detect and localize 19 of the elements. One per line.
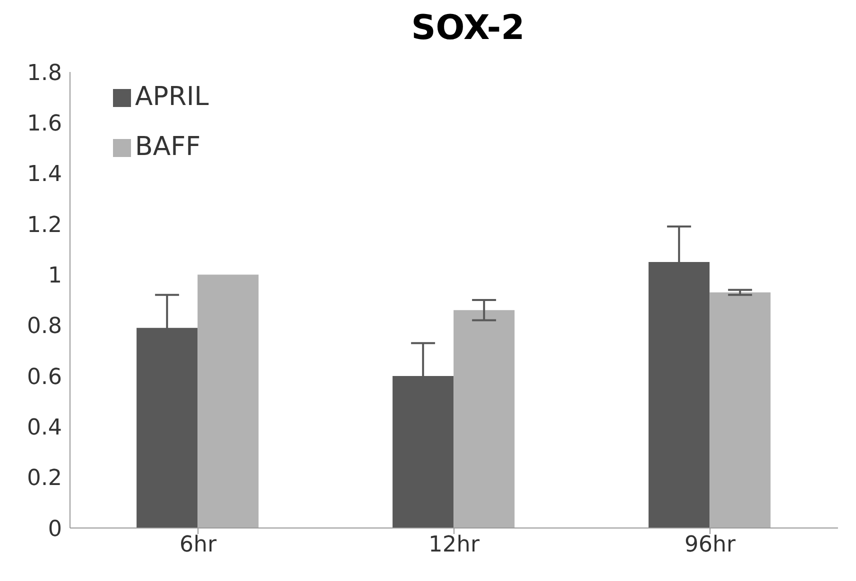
- y-tick-label: 1.6: [27, 111, 62, 136]
- y-tick-label: 1.8: [27, 60, 62, 86]
- y-tick-label: 1.4: [27, 162, 62, 188]
- y-tick-label: 0.8: [27, 314, 62, 340]
- bar: [198, 274, 259, 528]
- legend-label: BAFF: [135, 132, 201, 162]
- x-tick-label: 6hr: [180, 532, 218, 558]
- y-tick-label: 0: [48, 516, 62, 542]
- y-tick-label: 1: [48, 263, 62, 288]
- chart-title: SOX-2: [410, 8, 526, 50]
- y-tick-label: 0.4: [27, 415, 62, 440]
- y-tick-label: 0.2: [27, 466, 62, 492]
- y-tick-label: 0.6: [27, 364, 62, 390]
- bar: [454, 310, 515, 528]
- y-tick-label: 1.2: [27, 212, 62, 238]
- x-tick-label: 12hr: [428, 532, 480, 558]
- x-tick-label: 96hr: [684, 532, 736, 558]
- legend-label: APRIL: [135, 82, 209, 112]
- bar: [710, 292, 771, 528]
